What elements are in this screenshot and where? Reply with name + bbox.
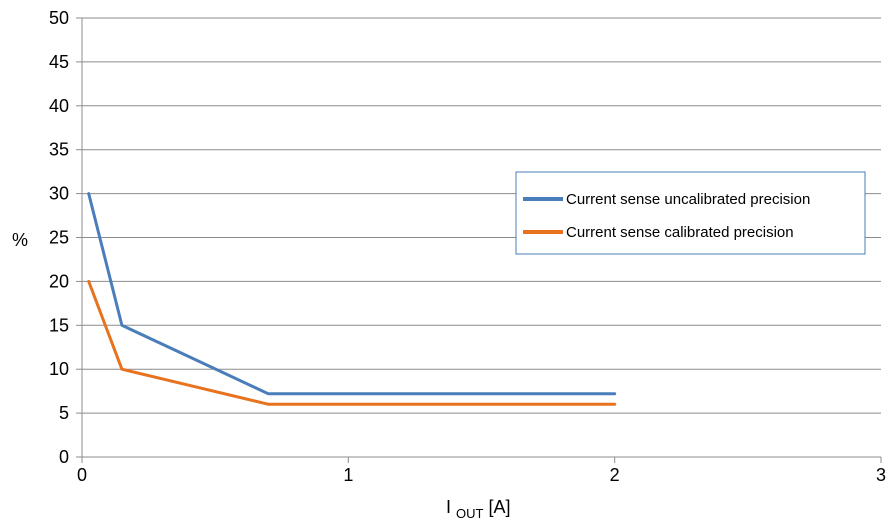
legend: Current sense uncalibrated precision Cur…	[515, 171, 866, 255]
x-tick-labels: 0 1 2 3	[77, 465, 886, 485]
x-tick-label: 2	[610, 465, 620, 485]
y-tick-label: 15	[49, 315, 69, 335]
y-tick-label: 0	[59, 447, 69, 467]
y-tick-label: 25	[49, 228, 69, 248]
y-tick-labels: 0 5 10 15 20 25 30 35 40 45 50	[49, 8, 69, 467]
x-axis-label: I OUT [A]	[446, 497, 511, 522]
x-axis-label-main: I	[446, 497, 451, 517]
x-tick-label: 3	[876, 465, 886, 485]
x-axis-label-sub: OUT	[456, 506, 484, 521]
axes	[76, 17, 882, 463]
legend-label-uncalibrated: Current sense uncalibrated precision	[566, 191, 810, 208]
y-tick-label: 50	[49, 8, 69, 28]
y-tick-label: 10	[49, 359, 69, 379]
legend-box	[515, 171, 866, 255]
legend-label-calibrated: Current sense calibrated precision	[566, 224, 794, 241]
x-axis-label-unit: [A]	[489, 497, 511, 517]
series-line-0	[87, 192, 617, 396]
y-tick-label: 40	[49, 96, 69, 116]
series-lines	[87, 192, 617, 406]
y-axis-label: %	[12, 230, 28, 250]
y-tick-label: 20	[49, 271, 69, 291]
series-line-1	[87, 279, 617, 406]
y-tick-label: 35	[49, 140, 69, 160]
x-tick-label: 0	[77, 465, 87, 485]
y-tick-label: 45	[49, 52, 69, 72]
y-tick-label: 30	[49, 184, 69, 204]
y-tick-label: 5	[59, 403, 69, 423]
x-tick-label: 1	[343, 465, 353, 485]
